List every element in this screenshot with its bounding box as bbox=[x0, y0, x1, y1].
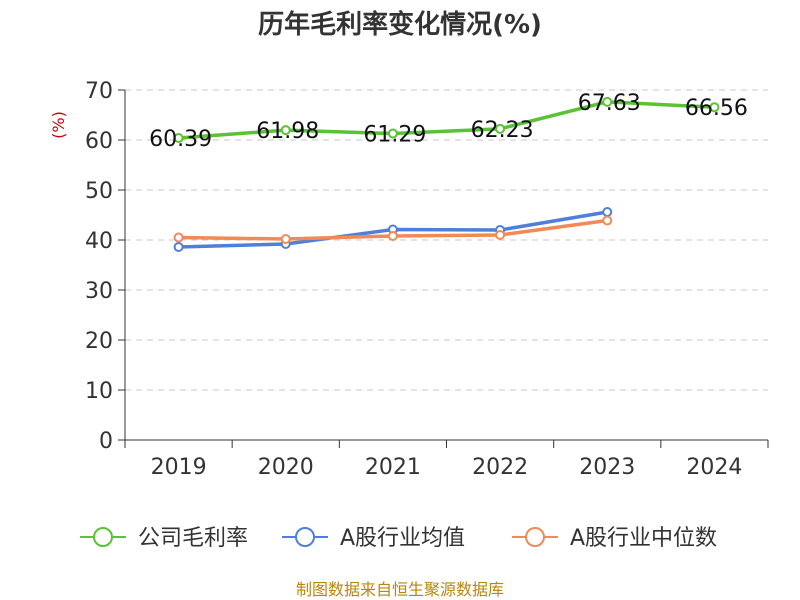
y-tick-label-50: 50 bbox=[85, 179, 113, 204]
x-tick-label-2021: 2021 bbox=[365, 455, 421, 480]
legend-marker-2 bbox=[525, 527, 545, 547]
data-labels: 60.39 61.98 61.29 62.23 67.63 66.56 bbox=[149, 91, 748, 152]
x-tick-label-2024: 2024 bbox=[686, 455, 742, 480]
legend-label-0: 公司毛利率 bbox=[138, 526, 248, 551]
point-series2-2020 bbox=[280, 234, 291, 244]
x-tick-label-2023: 2023 bbox=[579, 455, 635, 480]
y-axis-label: (%) bbox=[49, 111, 68, 139]
legend-label-1: A股行业均值 bbox=[340, 526, 465, 551]
x-tick-label-2019: 2019 bbox=[151, 455, 207, 480]
y-tick-label-60: 60 bbox=[85, 129, 113, 154]
data-label-2022: 62.23 bbox=[471, 118, 534, 143]
point-series0-2023 bbox=[602, 96, 613, 107]
series-lines bbox=[173, 96, 720, 252]
data-label-2024: 66.56 bbox=[685, 96, 748, 121]
point-series2-2022 bbox=[495, 230, 506, 240]
data-label-2021: 61.29 bbox=[363, 123, 426, 148]
x-tick-label-2022: 2022 bbox=[472, 455, 528, 480]
legend-marker-1 bbox=[295, 527, 315, 547]
point-series2-2021 bbox=[387, 231, 398, 241]
y-tick-label-20: 20 bbox=[85, 329, 113, 354]
legend: 公司毛利率 A股行业均值 A股行业中位数 bbox=[80, 526, 717, 551]
y-tick-label-70: 70 bbox=[85, 79, 113, 104]
y-tick-label-10: 10 bbox=[85, 379, 113, 404]
data-label-2019: 60.39 bbox=[149, 127, 212, 152]
chart-title: 历年毛利率变化情况(%) bbox=[258, 9, 542, 40]
point-series1-2023 bbox=[602, 207, 613, 217]
data-label-2020: 61.98 bbox=[256, 119, 319, 144]
legend-marker-0 bbox=[93, 527, 113, 547]
point-series0-2020 bbox=[280, 125, 291, 136]
legend-label-2: A股行业中位数 bbox=[570, 526, 717, 551]
axes: 0 10 20 30 40 50 60 70 2019 2020 2021 2022 2023 2024 bbox=[85, 79, 769, 480]
source-note: 制图数据来自恒生聚源数据库 bbox=[296, 580, 504, 599]
point-series0-2024 bbox=[709, 102, 720, 113]
grid-lines bbox=[125, 89, 768, 391]
point-series2-2019 bbox=[173, 232, 184, 243]
point-series2-2023 bbox=[602, 215, 613, 226]
y-tick-label-40: 40 bbox=[85, 229, 113, 254]
series-line-0 bbox=[176, 100, 717, 140]
point-series0-2019 bbox=[173, 133, 184, 144]
point-series0-2022 bbox=[495, 123, 506, 134]
point-series1-2019 bbox=[173, 242, 184, 252]
point-series0-2021 bbox=[387, 128, 398, 139]
data-label-2023: 67.63 bbox=[578, 91, 641, 116]
y-tick-label-30: 30 bbox=[85, 279, 113, 304]
x-tick-label-2020: 2020 bbox=[258, 455, 314, 480]
y-tick-label-0: 0 bbox=[99, 429, 113, 454]
